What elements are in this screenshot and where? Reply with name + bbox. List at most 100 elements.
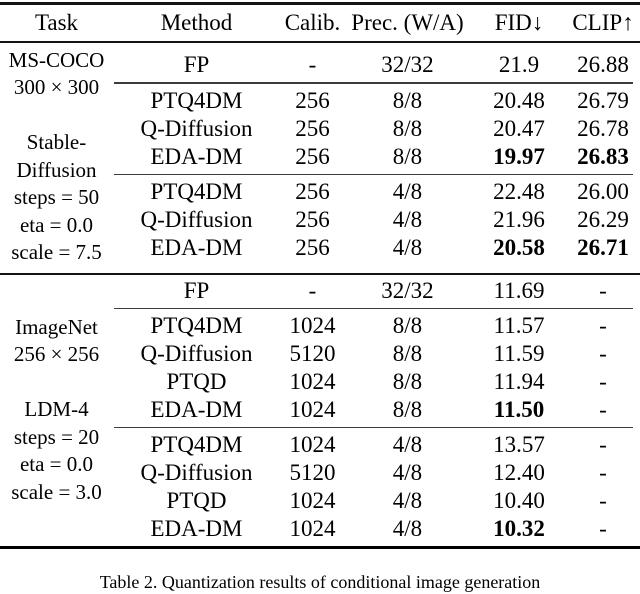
task-line [0, 369, 113, 397]
calib-cell: 256 [295, 206, 330, 232]
prec-cell: 4/8 [392, 432, 423, 458]
task-line: Diffusion [16, 157, 97, 182]
calib-cell: 1024 [289, 516, 336, 542]
clip-cell: - [599, 277, 607, 303]
method-cell: Q-Diffusion [140, 460, 253, 486]
prec-cell: 4/8 [392, 178, 423, 204]
clip-cell: 26.00 [577, 178, 629, 204]
task-line: 300 × 300 [13, 75, 100, 99]
fid-cell: 11.94 [493, 368, 545, 394]
method-cell: PTQD [166, 368, 227, 394]
method-cell: PTQD [166, 488, 227, 514]
task-line: eta = 0.0 [19, 452, 94, 477]
calib-cell: 1024 [289, 368, 336, 394]
fid-cell-best: 20.58 [493, 234, 545, 260]
clip-cell: - [599, 432, 607, 458]
method-cell: Q-Diffusion [140, 340, 253, 366]
group-divider-rule [114, 173, 633, 175]
task-column: ImageNet 256 × 256 LDM-4 steps = 20 eta … [0, 277, 113, 544]
fid-cell-best: 10.32 [493, 516, 545, 542]
fid-cell: 10.40 [493, 488, 545, 514]
column-header-prec: Prec. (W/A) [351, 9, 464, 35]
calib-cell: 256 [295, 178, 330, 204]
table-row: PTQ4DM 1024 4/8 13.57 - [113, 431, 640, 459]
task-line: LDM-4 [24, 397, 89, 422]
calib-cell: 1024 [289, 312, 336, 338]
prec-cell: 4/8 [392, 234, 423, 260]
table-row: Q-Diffusion 256 8/8 20.47 26.78 [113, 115, 640, 143]
table-row: FP - 32/32 21.9 26.88 [113, 51, 640, 79]
method-cell: EDA-DM [150, 143, 243, 169]
clip-cell: - [599, 460, 607, 486]
block-separator-rule [0, 272, 640, 275]
task-line: 256 × 256 [13, 342, 100, 367]
column-header-clip: CLIP↑ [572, 9, 634, 35]
fid-cell: 11.57 [493, 312, 545, 338]
column-header-task: Task [34, 9, 79, 35]
calib-cell: 1024 [289, 488, 336, 514]
task-line: ImageNet [15, 314, 98, 339]
table-row: PTQD 1024 8/8 11.94 - [113, 368, 640, 396]
task-line: MS-COCO [8, 47, 105, 72]
table-row: Q-Diffusion 5120 4/8 12.40 - [113, 459, 640, 487]
fid-cell: 12.40 [493, 460, 545, 486]
fid-cell: 21.9 [498, 52, 540, 78]
task-block-ldm4: ImageNet 256 × 256 LDM-4 steps = 20 eta … [0, 275, 640, 547]
method-cell: Q-Diffusion [140, 206, 253, 232]
block-body: FP - 32/32 21.9 26.88 PTQ4DM 256 8/8 20.… [113, 47, 640, 267]
group-divider-rule [114, 307, 633, 309]
fid-cell: 20.47 [493, 115, 545, 141]
method-cell: EDA-DM [150, 234, 243, 260]
method-cell: FP [183, 277, 210, 303]
method-cell: Q-Diffusion [140, 115, 253, 141]
table-row: PTQ4DM 256 8/8 20.48 26.79 [113, 87, 640, 115]
table-row: PTQD 1024 4/8 10.40 - [113, 487, 640, 515]
table-row: Q-Diffusion 256 4/8 21.96 26.29 [113, 206, 640, 234]
task-line: Stable- [26, 130, 87, 154]
clip-cell-best: 26.83 [577, 143, 629, 169]
task-line: eta = 0.0 [19, 212, 94, 237]
method-cell: PTQ4DM [150, 87, 243, 113]
table-row: EDA-DM 1024 8/8 11.50 - [113, 396, 640, 424]
prec-cell: 8/8 [392, 87, 423, 113]
fid-cell: 11.59 [493, 340, 545, 366]
calib-cell: 256 [295, 143, 330, 169]
task-line: scale = 3.0 [11, 479, 102, 504]
method-cell: EDA-DM [150, 516, 243, 542]
method-cell: FP [183, 52, 210, 78]
table-row: PTQ4DM 256 4/8 22.48 26.00 [113, 178, 640, 206]
clip-cell: 26.78 [577, 115, 629, 141]
fid-cell: 11.69 [493, 277, 545, 303]
fid-cell: 20.48 [493, 87, 545, 113]
bottom-rule [0, 546, 640, 550]
table-caption: Table 2. Quantization results of conditi… [99, 572, 541, 593]
clip-cell: - [599, 312, 607, 338]
column-header-fid: FID↓ [494, 9, 544, 35]
prec-cell: 8/8 [392, 396, 423, 422]
prec-cell: 4/8 [392, 488, 423, 514]
task-line: scale = 7.5 [11, 240, 102, 264]
table-row: FP - 32/32 11.69 - [113, 277, 640, 305]
calib-cell: - [308, 52, 317, 78]
clip-cell: - [599, 488, 607, 514]
clip-cell: - [599, 516, 607, 542]
prec-cell: 8/8 [392, 115, 423, 141]
prec-cell: 4/8 [392, 516, 423, 542]
table-row: EDA-DM 256 8/8 19.97 26.83 [113, 143, 640, 171]
prec-cell: 4/8 [392, 460, 423, 486]
calib-cell: 5120 [289, 460, 336, 486]
method-cell: PTQ4DM [150, 432, 243, 458]
task-line: steps = 50 [13, 185, 100, 209]
clip-cell: 26.79 [577, 87, 629, 113]
clip-cell: - [599, 396, 607, 422]
calib-cell: 1024 [289, 396, 336, 422]
clip-cell: 26.29 [577, 206, 629, 232]
group-divider-rule [114, 426, 633, 429]
task-block-stable-diffusion: MS-COCO 300 × 300 Stable- Diffusion step… [0, 43, 640, 273]
table-row: EDA-DM 256 4/8 20.58 26.71 [113, 234, 640, 262]
calib-cell: 256 [295, 87, 330, 113]
prec-cell: 32/32 [381, 52, 434, 78]
prec-cell: 8/8 [392, 143, 423, 169]
prec-cell: 8/8 [392, 340, 423, 366]
column-header-method: Method [160, 9, 233, 35]
